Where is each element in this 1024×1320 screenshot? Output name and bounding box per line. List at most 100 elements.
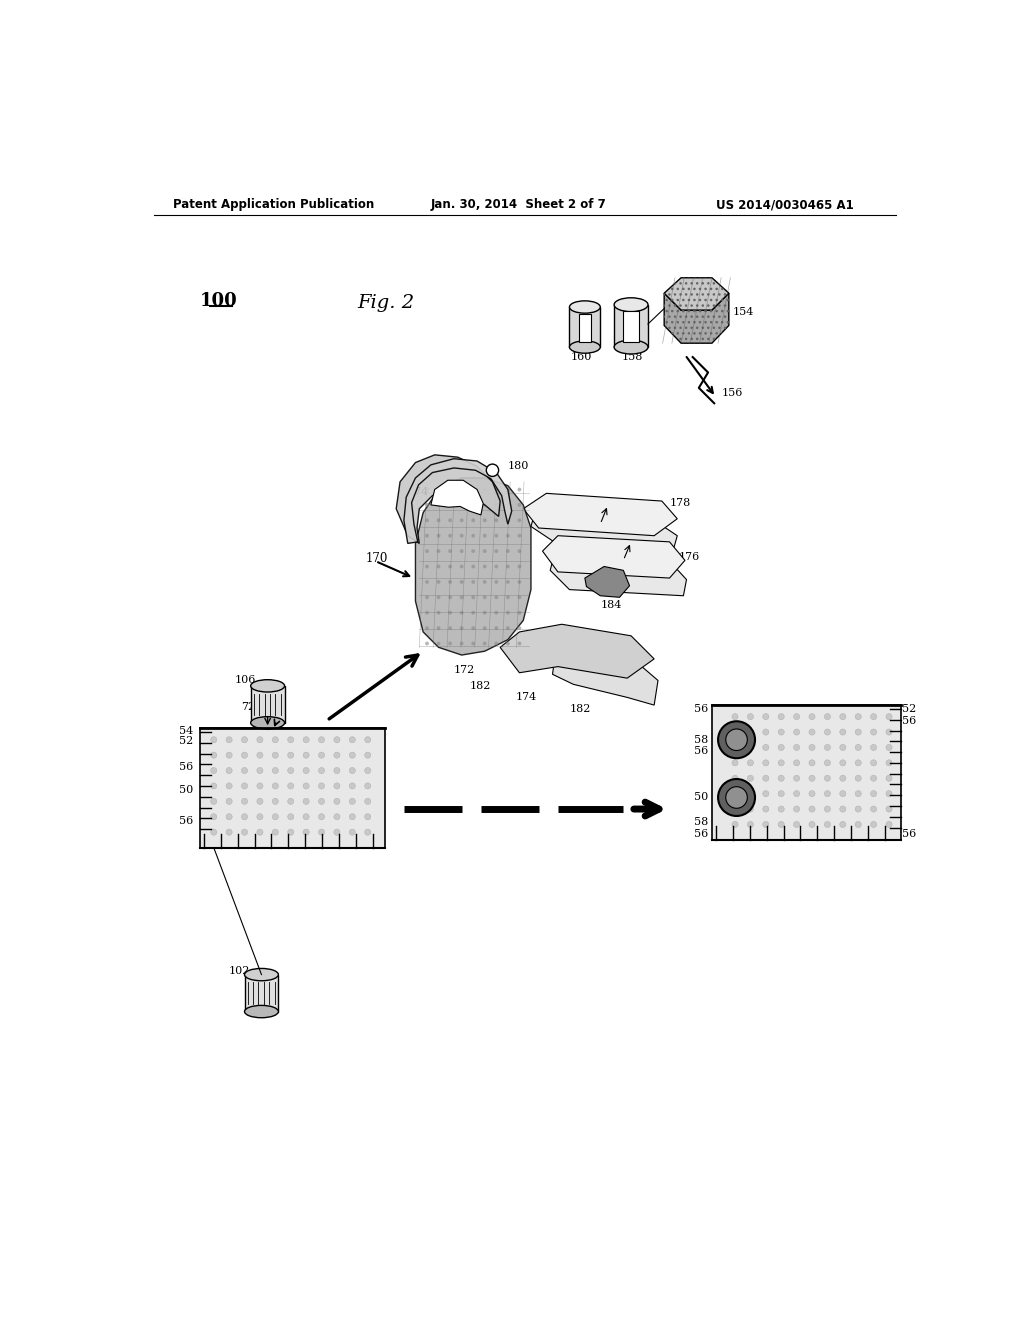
Circle shape — [732, 729, 738, 735]
Circle shape — [318, 799, 325, 804]
Circle shape — [460, 519, 464, 523]
Circle shape — [272, 829, 279, 836]
Circle shape — [226, 799, 232, 804]
Circle shape — [778, 807, 784, 812]
Circle shape — [425, 626, 429, 630]
Circle shape — [272, 813, 279, 820]
Circle shape — [517, 626, 521, 630]
Circle shape — [732, 760, 738, 766]
Circle shape — [840, 760, 846, 766]
Circle shape — [436, 579, 440, 583]
Circle shape — [272, 783, 279, 789]
Circle shape — [334, 799, 340, 804]
Circle shape — [763, 821, 769, 828]
Circle shape — [778, 791, 784, 797]
Circle shape — [242, 813, 248, 820]
Circle shape — [855, 729, 861, 735]
Circle shape — [318, 829, 325, 836]
Circle shape — [272, 752, 279, 758]
Circle shape — [809, 791, 815, 797]
Circle shape — [506, 595, 510, 599]
Polygon shape — [553, 647, 658, 705]
Circle shape — [495, 626, 499, 630]
Text: 56: 56 — [902, 715, 916, 726]
Circle shape — [855, 775, 861, 781]
Circle shape — [517, 487, 521, 491]
Bar — [245, 974, 279, 1011]
Circle shape — [318, 813, 325, 820]
Circle shape — [483, 595, 486, 599]
Circle shape — [436, 503, 440, 507]
Circle shape — [460, 626, 464, 630]
Circle shape — [517, 579, 521, 583]
Circle shape — [726, 787, 748, 808]
Circle shape — [486, 465, 499, 477]
Polygon shape — [396, 455, 500, 544]
Circle shape — [886, 807, 892, 812]
Bar — [579, 314, 591, 342]
Circle shape — [732, 775, 738, 781]
Circle shape — [365, 783, 371, 789]
Circle shape — [506, 642, 510, 645]
Circle shape — [778, 744, 784, 751]
Circle shape — [732, 821, 738, 828]
Circle shape — [748, 729, 754, 735]
Circle shape — [870, 744, 877, 751]
Text: 104: 104 — [252, 977, 273, 987]
Circle shape — [226, 752, 232, 758]
Text: 178: 178 — [670, 499, 691, 508]
Circle shape — [365, 767, 371, 774]
Circle shape — [257, 783, 263, 789]
Circle shape — [334, 767, 340, 774]
Text: 54: 54 — [179, 726, 194, 735]
Circle shape — [778, 760, 784, 766]
Text: 106: 106 — [234, 676, 256, 685]
Text: 52: 52 — [179, 737, 194, 746]
Circle shape — [732, 744, 738, 751]
Circle shape — [318, 737, 325, 743]
Circle shape — [257, 767, 263, 774]
Circle shape — [303, 737, 309, 743]
Polygon shape — [585, 566, 630, 598]
Circle shape — [870, 760, 877, 766]
Circle shape — [748, 791, 754, 797]
Text: Patent Application Publication: Patent Application Publication — [173, 198, 374, 211]
Circle shape — [349, 737, 355, 743]
Circle shape — [517, 549, 521, 553]
Circle shape — [840, 714, 846, 719]
Circle shape — [288, 752, 294, 758]
Text: 56: 56 — [902, 829, 916, 840]
Polygon shape — [500, 624, 654, 678]
Polygon shape — [403, 459, 512, 544]
Circle shape — [870, 821, 877, 828]
Circle shape — [365, 799, 371, 804]
Circle shape — [495, 503, 499, 507]
Circle shape — [303, 767, 309, 774]
Circle shape — [436, 549, 440, 553]
Circle shape — [824, 714, 830, 719]
Circle shape — [226, 813, 232, 820]
Circle shape — [794, 821, 800, 828]
Circle shape — [483, 642, 486, 645]
Polygon shape — [531, 512, 677, 549]
Bar — [251, 686, 285, 723]
Circle shape — [365, 737, 371, 743]
Polygon shape — [543, 536, 685, 578]
Circle shape — [425, 533, 429, 537]
Ellipse shape — [614, 298, 648, 312]
Circle shape — [763, 744, 769, 751]
Circle shape — [318, 752, 325, 758]
Text: 58: 58 — [694, 735, 708, 744]
Circle shape — [425, 611, 429, 615]
Circle shape — [726, 729, 748, 751]
Circle shape — [272, 767, 279, 774]
Circle shape — [257, 752, 263, 758]
Circle shape — [449, 595, 452, 599]
Text: 160: 160 — [571, 352, 592, 362]
Text: 176: 176 — [679, 552, 700, 562]
Circle shape — [763, 714, 769, 719]
Circle shape — [794, 775, 800, 781]
Circle shape — [483, 533, 486, 537]
Circle shape — [824, 775, 830, 781]
Circle shape — [436, 642, 440, 645]
